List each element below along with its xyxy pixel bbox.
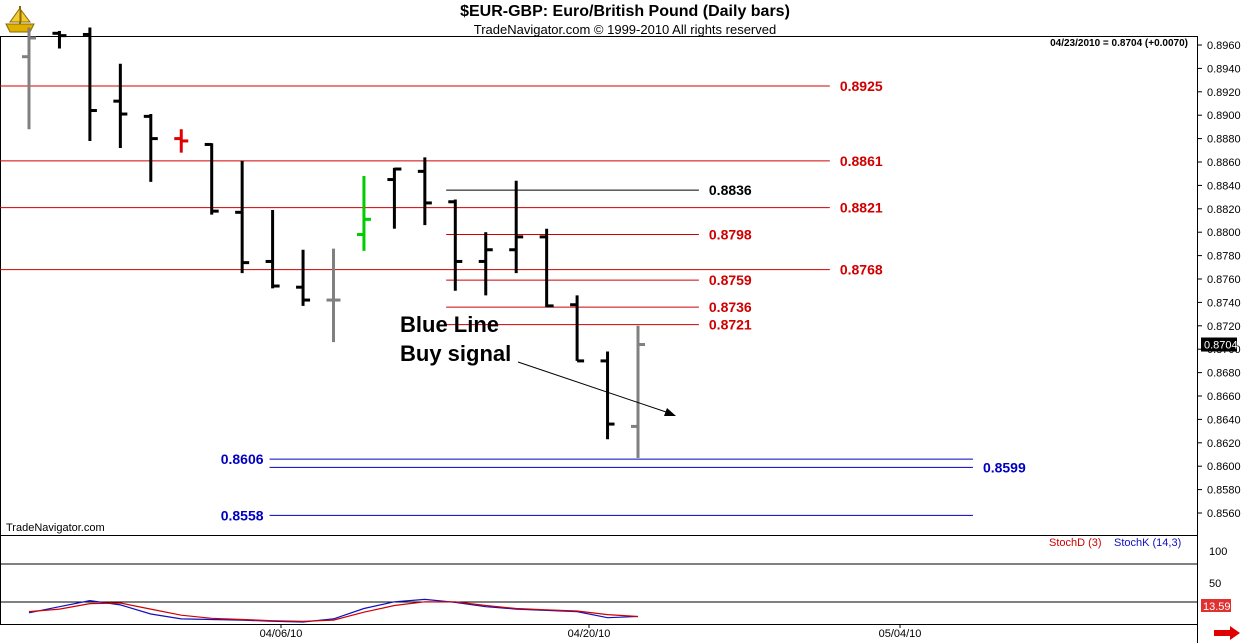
ohlc-bar bbox=[204, 142, 219, 215]
ohlc-bar bbox=[235, 160, 250, 274]
stoch-tick-label: 100 bbox=[1209, 546, 1227, 558]
level-label: 0.8768 bbox=[840, 262, 883, 278]
ohlc-bar bbox=[174, 129, 189, 153]
level-label: 0.8925 bbox=[840, 78, 883, 94]
annotation-arrow-line bbox=[517, 361, 673, 415]
chart-title: $EUR-GBP: Euro/British Pound (Daily bars… bbox=[460, 3, 790, 20]
price-tick-label: 0.8620 bbox=[1207, 438, 1241, 450]
ohlc-bar bbox=[600, 351, 615, 440]
price-tick-label: 0.8880 bbox=[1207, 134, 1241, 146]
price-tick-label: 0.8680 bbox=[1207, 368, 1241, 380]
price-tick-label: 0.8640 bbox=[1207, 414, 1241, 426]
price-tick-label: 0.8800 bbox=[1207, 227, 1241, 239]
price-tick-label: 0.8560 bbox=[1207, 508, 1241, 520]
ohlc-bar bbox=[265, 209, 280, 289]
ohlc-bar bbox=[143, 114, 158, 182]
price-tick-label: 0.8920 bbox=[1207, 87, 1241, 99]
stochd-legend: StochD (3) bbox=[1049, 537, 1102, 549]
price-tick-label: 0.8960 bbox=[1207, 40, 1241, 52]
ship-logo-icon bbox=[5, 6, 35, 33]
date-tick-label: 04/20/10 bbox=[568, 628, 611, 640]
last-quote: 04/23/2010 = 0.8704 (+0.0070) bbox=[1050, 38, 1188, 49]
price-tick-label: 0.8580 bbox=[1207, 485, 1241, 497]
last-price-box bbox=[1201, 337, 1237, 352]
level-label: 0.8599 bbox=[983, 459, 1026, 475]
price-tick-label: 0.8600 bbox=[1207, 461, 1241, 473]
annotation-arrow-head bbox=[664, 408, 676, 416]
price-tick-label: 0.8660 bbox=[1207, 391, 1241, 403]
scroll-right-arrow-icon[interactable] bbox=[1214, 626, 1240, 640]
ohlc-bar bbox=[478, 232, 493, 296]
price-tick-label: 0.8940 bbox=[1207, 63, 1241, 75]
price-tick-label: 0.8900 bbox=[1207, 110, 1241, 122]
ohlc-bar bbox=[356, 176, 371, 251]
ohlc-bar bbox=[539, 228, 554, 308]
stochd-line bbox=[28, 601, 639, 622]
last-price-label: 0.8704 bbox=[1204, 340, 1238, 352]
price-tick-label: 0.8860 bbox=[1207, 157, 1241, 169]
annotation-blue-line: Blue Line bbox=[400, 312, 500, 337]
stoch-last-box bbox=[1201, 599, 1231, 612]
ohlc-bar bbox=[509, 180, 524, 274]
ohlc-bar bbox=[22, 27, 36, 130]
level-label: 0.8821 bbox=[840, 200, 883, 216]
ohlc-bar bbox=[296, 249, 311, 306]
ohlc-bar bbox=[82, 27, 97, 141]
price-tick-label: 0.8840 bbox=[1207, 180, 1241, 192]
level-label: 0.8798 bbox=[709, 227, 752, 243]
price-tick-label: 0.8780 bbox=[1207, 251, 1241, 263]
price-tick-label: 0.8820 bbox=[1207, 204, 1241, 216]
annotation-buy-signal: Buy signal bbox=[400, 341, 512, 366]
ohlc-bar bbox=[326, 248, 341, 343]
ohlc-bar bbox=[570, 295, 585, 363]
level-label: 0.8759 bbox=[709, 272, 752, 288]
date-tick-label: 04/06/10 bbox=[260, 628, 303, 640]
stoch-plot-frame bbox=[0, 535, 1198, 625]
stoch-tick-label: 50 bbox=[1209, 578, 1221, 590]
stoch-last-label: 13.59 bbox=[1203, 601, 1231, 613]
level-label: 0.8836 bbox=[709, 182, 752, 198]
ohlc-bar bbox=[448, 199, 463, 291]
date-tick-label: 05/04/10 bbox=[879, 628, 922, 640]
level-label: 0.8606 bbox=[221, 451, 264, 467]
level-label: 0.8558 bbox=[221, 507, 264, 523]
stochk-legend: StochK (14,3) bbox=[1114, 537, 1182, 549]
ohlc-bar bbox=[417, 157, 432, 226]
price-tick-label: 0.8760 bbox=[1207, 274, 1241, 286]
watermark: TradeNavigator.com bbox=[6, 522, 105, 534]
ohlc-bar bbox=[387, 167, 402, 229]
chart-subtitle: TradeNavigator.com © 1999-2010 All right… bbox=[473, 22, 777, 37]
price-tick-label: 0.8740 bbox=[1207, 297, 1241, 309]
ohlc-bar bbox=[631, 325, 645, 459]
ohlc-bar bbox=[113, 63, 128, 148]
level-label: 0.8736 bbox=[709, 299, 752, 315]
level-label: 0.8861 bbox=[840, 153, 883, 169]
price-tick-label: 0.8720 bbox=[1207, 321, 1241, 333]
ohlc-bar bbox=[52, 30, 67, 49]
level-label: 0.8721 bbox=[709, 317, 752, 333]
